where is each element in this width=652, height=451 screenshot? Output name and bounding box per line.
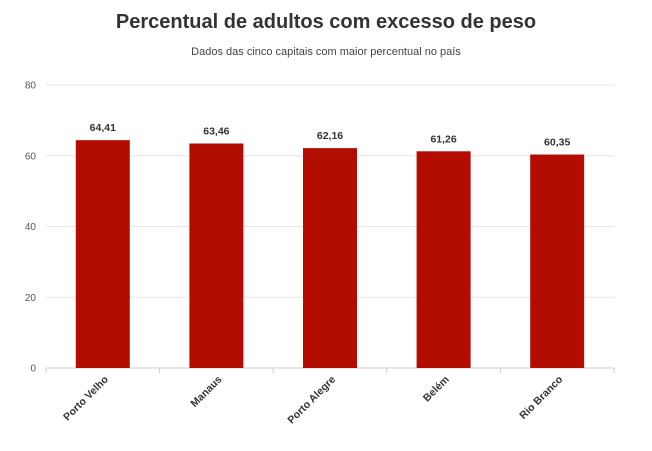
y-tick-label: 0 [30,364,36,375]
data-label: 62,16 [317,130,343,142]
data-label: 60,35 [544,137,570,149]
y-tick-label: 60 [25,151,37,162]
data-label: 63,46 [203,126,229,138]
category-label: Rio Branco [517,374,565,422]
category-label: Porto Velho [61,374,111,424]
y-tick-label: 20 [25,293,37,304]
y-tick-label: 40 [25,222,37,233]
data-label: 64,41 [90,122,116,134]
bar-2 [189,143,244,368]
data-label: 61,26 [430,133,456,145]
bar-4 [416,151,471,368]
category-label: Porto Alegre [285,374,338,427]
category-label: Belém [421,374,452,405]
chart-title: Percentual de adultos com excesso de pes… [115,11,537,33]
bar-5 [530,154,585,368]
y-tick-label: 80 [25,81,37,92]
bar-3 [303,148,357,368]
category-label: Manaus [188,374,224,410]
bar-1 [75,140,130,368]
chart-subtitle: Dados das cinco capitais com maior perce… [191,46,461,58]
